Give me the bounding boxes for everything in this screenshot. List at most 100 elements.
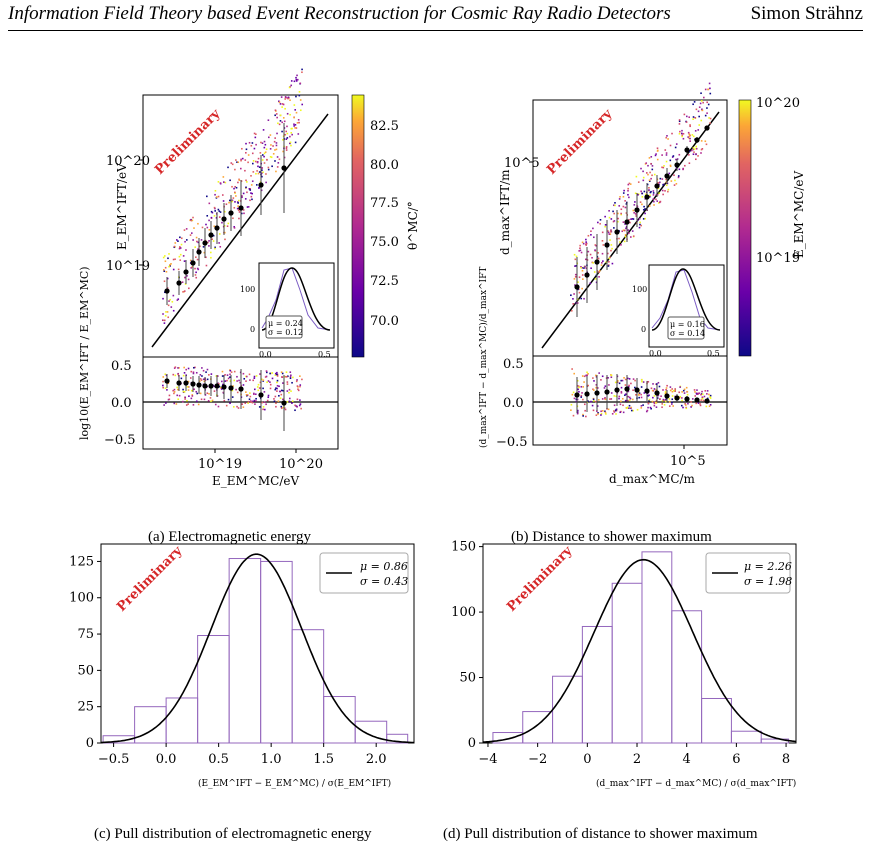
scatter-point <box>208 202 211 205</box>
xtick-label: 4 <box>683 752 691 767</box>
scatter-point <box>289 135 291 138</box>
scatter-point <box>614 202 616 204</box>
scatter-point <box>680 404 683 407</box>
scatter-point <box>169 298 171 301</box>
scatter-point <box>285 371 288 373</box>
scatter-point <box>232 197 235 199</box>
histogram-bar <box>671 610 703 744</box>
scatter-point <box>236 201 239 203</box>
scatter-point <box>694 116 697 119</box>
scatter-point <box>265 370 268 372</box>
scatter-point <box>177 240 179 242</box>
scatter-point <box>241 195 243 197</box>
scatter-point <box>599 218 602 221</box>
scatter-point <box>578 385 580 388</box>
scatter-point <box>262 379 265 382</box>
scatter-point <box>229 380 232 383</box>
scatter-point <box>608 233 611 235</box>
scatter-point <box>274 137 276 139</box>
scatter-point <box>164 387 167 390</box>
scatter-point <box>244 159 247 161</box>
colorbar-tick: 80.0 <box>370 158 399 173</box>
scatter-point <box>194 274 197 276</box>
scatter-point <box>296 405 298 408</box>
scatter-point <box>290 390 292 392</box>
scatter-point <box>162 313 164 315</box>
scatter-point <box>241 157 244 160</box>
scatter-point <box>231 389 234 392</box>
scatter-point <box>249 189 252 191</box>
profile-point <box>574 392 580 398</box>
scatter-point <box>703 96 705 99</box>
scatter-point <box>282 398 284 401</box>
scatter-point <box>251 152 254 155</box>
scatter-point <box>281 376 283 378</box>
histogram-bar <box>228 558 262 744</box>
scatter-point <box>678 153 681 156</box>
scatter-point <box>643 205 645 208</box>
profile-point <box>228 210 234 216</box>
scatter-point <box>629 183 632 185</box>
colorbar-tick: 75.0 <box>370 235 399 250</box>
scatter-point <box>590 233 592 236</box>
scatter-point <box>206 368 209 371</box>
scatter-point <box>572 303 575 305</box>
scatter-point <box>208 219 210 222</box>
scatter-point <box>169 264 171 266</box>
preliminary-watermark: Preliminary <box>544 106 616 178</box>
scatter-point <box>587 250 590 253</box>
scatter-point <box>253 147 256 150</box>
scatter-point <box>708 405 711 408</box>
profile-point <box>281 400 287 406</box>
scatter-point <box>659 181 661 184</box>
scatter-point <box>625 212 628 214</box>
scatter-point <box>229 369 232 372</box>
scatter-point <box>293 125 295 127</box>
scatter-point <box>282 117 285 119</box>
scatter-point <box>688 135 691 138</box>
profile-point <box>584 391 590 397</box>
scatter-point <box>622 195 625 198</box>
panel-a-profile-points <box>164 123 287 305</box>
scatter-point <box>221 375 224 377</box>
scatter-point <box>257 157 260 160</box>
scatter-point <box>702 399 705 402</box>
scatter-point <box>610 249 612 252</box>
scatter-point <box>578 390 580 393</box>
scatter-point <box>624 223 626 225</box>
scatter-point <box>657 394 660 397</box>
scatter-point <box>265 181 267 184</box>
scatter-point <box>657 381 660 384</box>
scatter-point <box>256 170 258 172</box>
scatter-point <box>607 377 609 379</box>
panel-b-resid-label: (d_max^IFT − d_max^MC)/d_max^IFT <box>478 267 489 448</box>
scatter-point <box>587 384 590 387</box>
scatter-point <box>267 380 270 382</box>
scatter-point <box>620 390 623 393</box>
profile-point <box>664 173 670 179</box>
scatter-point <box>592 262 594 264</box>
scatter-point <box>189 377 192 379</box>
scatter-point <box>608 261 610 263</box>
scatter-point <box>678 391 681 394</box>
scatter-point <box>202 369 205 372</box>
scatter-point <box>172 373 175 376</box>
scatter-point <box>649 195 651 198</box>
scatter-point <box>221 370 224 373</box>
scatter-point <box>613 395 616 397</box>
scatter-point <box>162 269 165 271</box>
scatter-point <box>624 384 627 386</box>
scatter-point <box>225 203 228 206</box>
scatter-point <box>617 217 619 220</box>
scatter-point <box>237 181 239 184</box>
scatter-point <box>694 395 697 397</box>
scatter-point <box>595 374 597 377</box>
scatter-point <box>590 267 592 270</box>
scatter-point <box>601 410 604 412</box>
preliminary-watermark: Preliminary <box>152 106 224 178</box>
scatter-point <box>626 377 629 380</box>
scatter-point <box>650 190 652 193</box>
scatter-point <box>681 397 683 399</box>
scatter-point <box>578 291 581 294</box>
profile-point <box>221 384 227 390</box>
